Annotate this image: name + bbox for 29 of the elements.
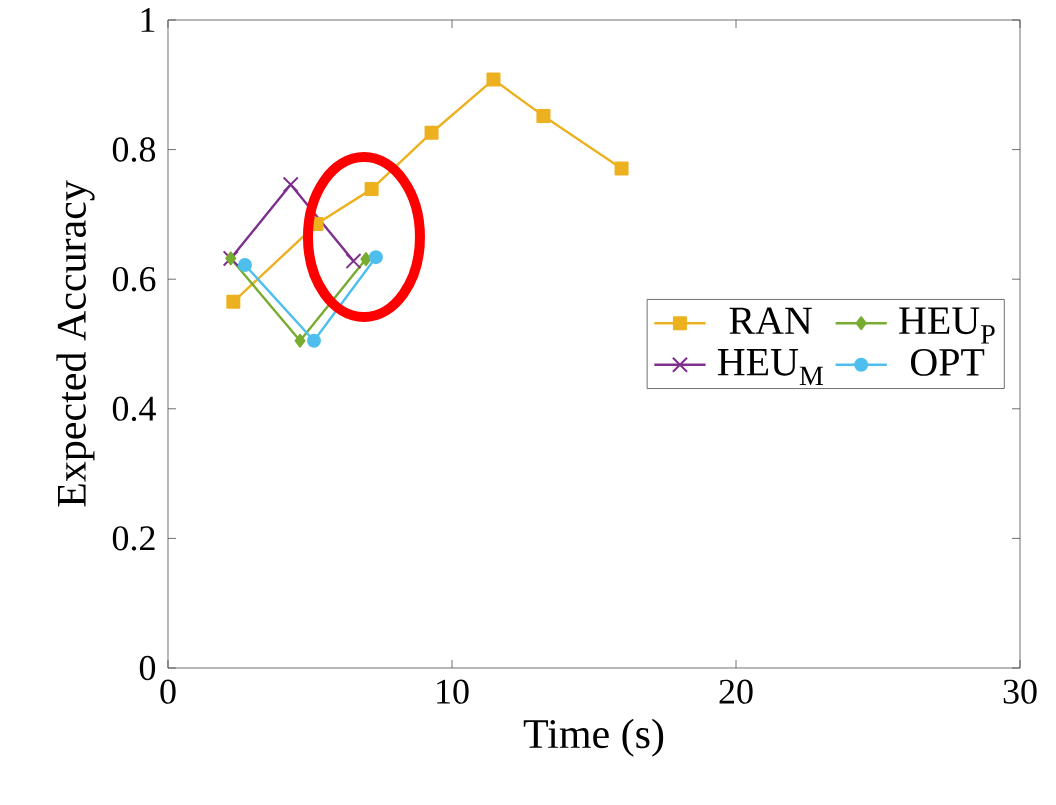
x-tick-label: 10	[437, 679, 469, 704]
point	[614, 161, 629, 176]
point	[345, 252, 362, 270]
legend-label: RAN	[729, 307, 812, 334]
y-tick-label: 0	[139, 655, 156, 681]
point	[486, 72, 501, 87]
point	[294, 333, 306, 348]
y-tick-label: 0.6	[112, 266, 156, 292]
point	[360, 252, 372, 267]
x-axis-title: Time (s)	[523, 718, 664, 757]
point	[282, 176, 299, 193]
point	[306, 333, 321, 348]
point	[368, 250, 383, 265]
point	[226, 294, 241, 309]
x-tick-label: 30	[1003, 679, 1037, 704]
legend-label: HEU$_{P}$	[899, 307, 995, 344]
y-tick-label: 0.8	[112, 137, 156, 162]
point	[536, 108, 551, 123]
y-tick-label: 0.4	[112, 396, 156, 422]
y-tick-label: 0.2	[112, 526, 155, 551]
legend-label: HEU$_{M}$	[717, 349, 824, 386]
y-axis-title: Expected Accuracy	[56, 180, 95, 507]
point	[424, 125, 439, 140]
point	[364, 182, 379, 197]
x-tick-label: 0	[160, 679, 176, 704]
x-tick-label: 20	[719, 679, 753, 704]
legend-label: OPT	[910, 348, 985, 376]
point	[237, 257, 252, 272]
y-tick-label: 1	[141, 8, 155, 32]
